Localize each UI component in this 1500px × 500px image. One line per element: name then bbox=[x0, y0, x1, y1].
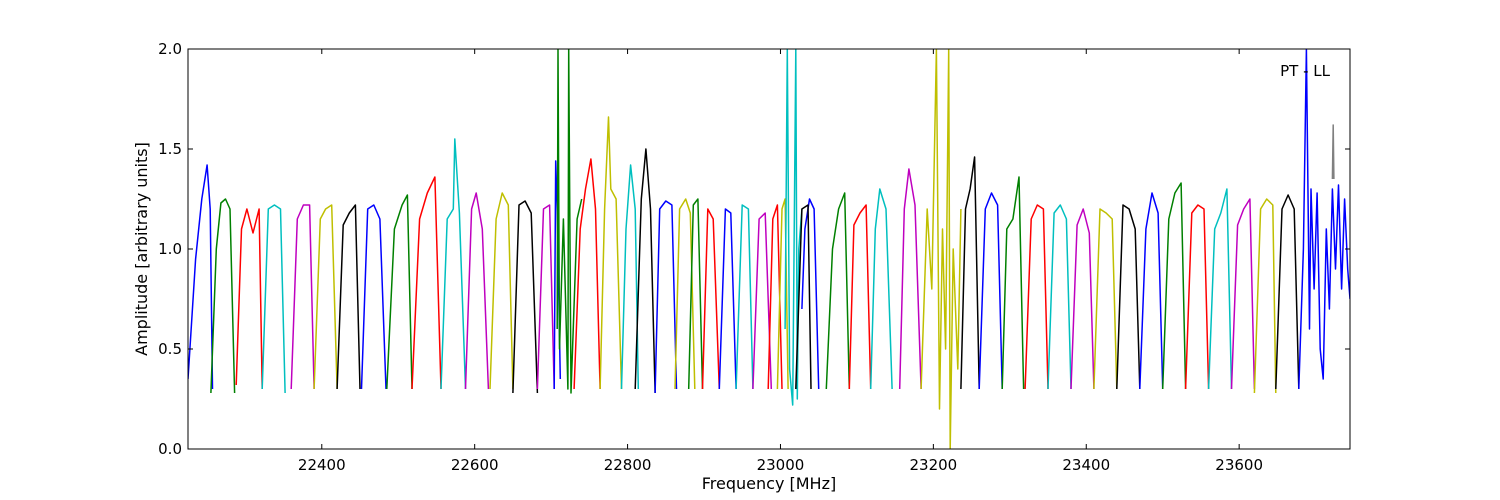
series-line-13 bbox=[489, 192, 514, 390]
series-line-1 bbox=[188, 164, 214, 390]
y-tick-label: 1.5 bbox=[158, 140, 182, 158]
series-line-42 bbox=[1024, 204, 1049, 390]
series-line-2 bbox=[210, 198, 236, 394]
series-line-41 bbox=[1001, 176, 1025, 390]
series-line-52 bbox=[1253, 198, 1277, 394]
y-axis-label: Amplitude [arbitrary units] bbox=[132, 142, 151, 356]
series-line-5 bbox=[290, 204, 315, 390]
series-line-50 bbox=[1207, 188, 1233, 390]
series-line-45 bbox=[1093, 208, 1118, 390]
x-tick-label: 22400 bbox=[298, 456, 346, 474]
series-line-54 bbox=[1298, 49, 1350, 390]
series-line-12 bbox=[464, 192, 490, 390]
series-line-11 bbox=[440, 138, 467, 390]
y-tick-label: 0.5 bbox=[158, 340, 182, 358]
series-line-28 bbox=[752, 212, 773, 390]
series-line-55 bbox=[1331, 124, 1335, 180]
series-line-17 bbox=[556, 49, 583, 394]
series-line-25 bbox=[701, 208, 721, 390]
series-line-14 bbox=[512, 200, 539, 394]
series-line-32 bbox=[801, 198, 820, 390]
series-line-10 bbox=[411, 176, 442, 390]
series-line-22 bbox=[654, 200, 678, 394]
series-line-3 bbox=[235, 208, 263, 390]
series-line-39 bbox=[960, 156, 980, 390]
series-line-6 bbox=[313, 204, 338, 390]
series-line-46 bbox=[1116, 204, 1141, 390]
series-line-15 bbox=[536, 204, 555, 390]
x-tick-label: 22800 bbox=[604, 456, 652, 474]
series-line-51 bbox=[1230, 198, 1256, 390]
x-tick-label: 22600 bbox=[451, 456, 499, 474]
series-line-23 bbox=[674, 198, 696, 390]
x-axis-label: Frequency [MHz] bbox=[702, 474, 836, 493]
series-line-26 bbox=[718, 208, 737, 390]
series-line-24 bbox=[687, 198, 704, 390]
y-tick-label: 2.0 bbox=[158, 40, 182, 58]
series-line-48 bbox=[1161, 182, 1187, 390]
x-tick-label: 23400 bbox=[1062, 456, 1110, 474]
series-layer bbox=[188, 49, 1350, 449]
y-axis: 0.0 0.5 1.0 1.5 2.0 bbox=[158, 40, 1350, 458]
series-line-30 bbox=[776, 198, 789, 390]
series-line-53 bbox=[1275, 194, 1300, 390]
series-line-34 bbox=[825, 192, 851, 390]
series-line-9 bbox=[386, 194, 413, 390]
series-line-35 bbox=[848, 204, 872, 390]
series-line-20 bbox=[620, 164, 640, 390]
x-tick-label: 23200 bbox=[910, 456, 958, 474]
x-axis: 22400 22600 22800 23000 23200 23400 23600 bbox=[298, 49, 1263, 474]
series-line-7 bbox=[336, 204, 361, 390]
series-line-47 bbox=[1139, 192, 1164, 390]
series-line-33 bbox=[795, 204, 812, 390]
series-line-49 bbox=[1184, 204, 1210, 390]
series-line-8 bbox=[360, 204, 387, 390]
plot-frame bbox=[187, 48, 1351, 450]
x-tick-label: 23600 bbox=[1215, 456, 1263, 474]
series-line-18 bbox=[573, 158, 601, 390]
y-tick-label: 0.0 bbox=[158, 440, 182, 458]
series-line-19 bbox=[599, 116, 623, 390]
y-tick-label: 1.0 bbox=[158, 240, 182, 258]
series-line-21 bbox=[634, 148, 656, 394]
series-line-43 bbox=[1047, 204, 1072, 390]
series-line-44 bbox=[1070, 208, 1095, 390]
series-line-27 bbox=[735, 204, 754, 390]
series-line-37 bbox=[898, 168, 922, 390]
series-line-4 bbox=[261, 204, 286, 394]
series-line-40 bbox=[978, 192, 1003, 390]
series-line-38 bbox=[920, 49, 962, 449]
annotation-label: PT - LL bbox=[1280, 62, 1331, 80]
series-line-36 bbox=[869, 188, 893, 390]
series-line-31 bbox=[784, 49, 803, 406]
x-tick-label: 23000 bbox=[757, 456, 805, 474]
